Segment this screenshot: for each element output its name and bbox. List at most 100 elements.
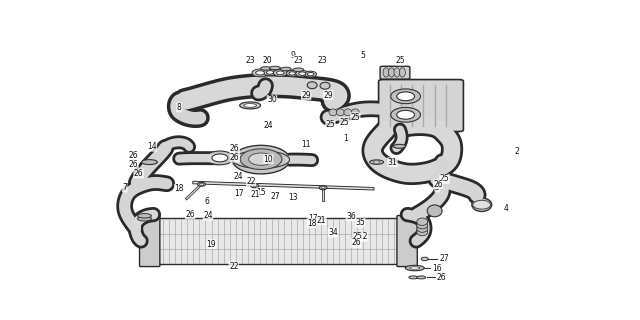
Text: 36: 36 xyxy=(346,212,356,221)
Circle shape xyxy=(321,187,325,189)
Circle shape xyxy=(253,185,257,187)
Text: 19: 19 xyxy=(207,240,216,249)
Text: 7: 7 xyxy=(122,183,127,192)
Text: 35: 35 xyxy=(355,218,365,227)
Circle shape xyxy=(273,69,287,76)
Text: 24: 24 xyxy=(234,172,244,181)
Text: 9: 9 xyxy=(291,51,296,60)
Circle shape xyxy=(198,182,205,186)
Text: 25: 25 xyxy=(353,232,363,241)
FancyBboxPatch shape xyxy=(380,66,410,79)
Ellipse shape xyxy=(337,109,344,116)
Text: 31: 31 xyxy=(388,157,397,167)
Ellipse shape xyxy=(141,160,157,164)
Ellipse shape xyxy=(244,104,257,107)
Text: 22: 22 xyxy=(229,262,239,271)
Text: 3: 3 xyxy=(435,183,440,192)
Circle shape xyxy=(397,110,415,119)
Circle shape xyxy=(240,149,282,170)
Text: 14: 14 xyxy=(147,142,157,151)
Ellipse shape xyxy=(472,198,492,212)
Text: 23: 23 xyxy=(293,56,303,65)
Text: 20: 20 xyxy=(262,56,272,65)
Ellipse shape xyxy=(399,68,405,77)
Ellipse shape xyxy=(405,265,424,271)
Text: 21: 21 xyxy=(317,216,326,225)
Ellipse shape xyxy=(329,109,337,116)
Ellipse shape xyxy=(269,66,280,70)
Text: 26: 26 xyxy=(351,238,361,247)
Circle shape xyxy=(319,186,327,190)
Circle shape xyxy=(421,257,428,261)
Circle shape xyxy=(307,73,314,76)
Circle shape xyxy=(276,71,284,75)
Text: 6: 6 xyxy=(204,196,209,205)
Ellipse shape xyxy=(417,228,428,236)
Ellipse shape xyxy=(370,160,383,164)
FancyBboxPatch shape xyxy=(379,80,463,132)
Ellipse shape xyxy=(307,82,317,89)
Text: 26: 26 xyxy=(230,153,239,162)
Circle shape xyxy=(212,154,228,162)
Circle shape xyxy=(251,184,259,188)
Text: 5: 5 xyxy=(360,51,365,60)
Text: 21: 21 xyxy=(250,190,260,199)
Circle shape xyxy=(391,89,420,104)
Bar xyxy=(157,218,400,264)
Circle shape xyxy=(206,151,234,165)
Ellipse shape xyxy=(388,68,394,77)
Ellipse shape xyxy=(417,276,426,279)
Ellipse shape xyxy=(409,276,418,279)
FancyBboxPatch shape xyxy=(140,216,160,267)
Ellipse shape xyxy=(260,67,271,70)
Text: 25: 25 xyxy=(340,118,349,127)
Text: 23: 23 xyxy=(317,56,327,65)
Circle shape xyxy=(266,71,273,74)
Text: 25: 25 xyxy=(395,56,404,65)
Circle shape xyxy=(397,92,415,101)
Circle shape xyxy=(473,200,491,209)
Text: 24: 24 xyxy=(264,121,273,130)
Ellipse shape xyxy=(428,205,442,217)
Circle shape xyxy=(232,145,290,174)
Text: 34: 34 xyxy=(328,228,338,237)
Circle shape xyxy=(296,70,308,77)
Text: 25: 25 xyxy=(440,174,449,183)
Ellipse shape xyxy=(138,213,152,218)
FancyBboxPatch shape xyxy=(397,216,417,267)
Circle shape xyxy=(200,183,204,185)
Text: 4: 4 xyxy=(504,204,509,213)
Text: 16: 16 xyxy=(432,264,442,273)
Text: 17: 17 xyxy=(234,189,244,198)
Text: 26: 26 xyxy=(230,144,239,153)
Text: 25: 25 xyxy=(326,120,335,129)
Text: 27: 27 xyxy=(440,254,449,263)
Circle shape xyxy=(305,71,317,77)
Circle shape xyxy=(256,71,264,75)
Ellipse shape xyxy=(417,221,428,229)
Text: 26: 26 xyxy=(129,151,138,160)
Text: 13: 13 xyxy=(289,193,298,202)
Text: 24: 24 xyxy=(203,211,212,220)
Text: 8: 8 xyxy=(177,103,182,112)
Text: 11: 11 xyxy=(301,140,310,149)
Text: 26: 26 xyxy=(186,210,195,219)
Ellipse shape xyxy=(344,109,352,116)
Circle shape xyxy=(245,152,277,167)
Ellipse shape xyxy=(410,267,420,269)
Ellipse shape xyxy=(417,218,428,225)
Text: 10: 10 xyxy=(264,155,273,164)
Text: 2: 2 xyxy=(514,147,519,156)
Circle shape xyxy=(299,72,306,76)
Circle shape xyxy=(289,72,296,75)
Ellipse shape xyxy=(280,67,291,71)
Text: 26: 26 xyxy=(134,169,143,178)
Text: 26: 26 xyxy=(433,180,443,189)
Text: 17: 17 xyxy=(308,214,318,223)
Text: 1: 1 xyxy=(343,134,348,143)
Ellipse shape xyxy=(373,161,380,163)
Text: 26: 26 xyxy=(436,273,445,282)
Text: 15: 15 xyxy=(256,188,266,197)
Ellipse shape xyxy=(138,217,152,221)
Circle shape xyxy=(286,70,298,76)
